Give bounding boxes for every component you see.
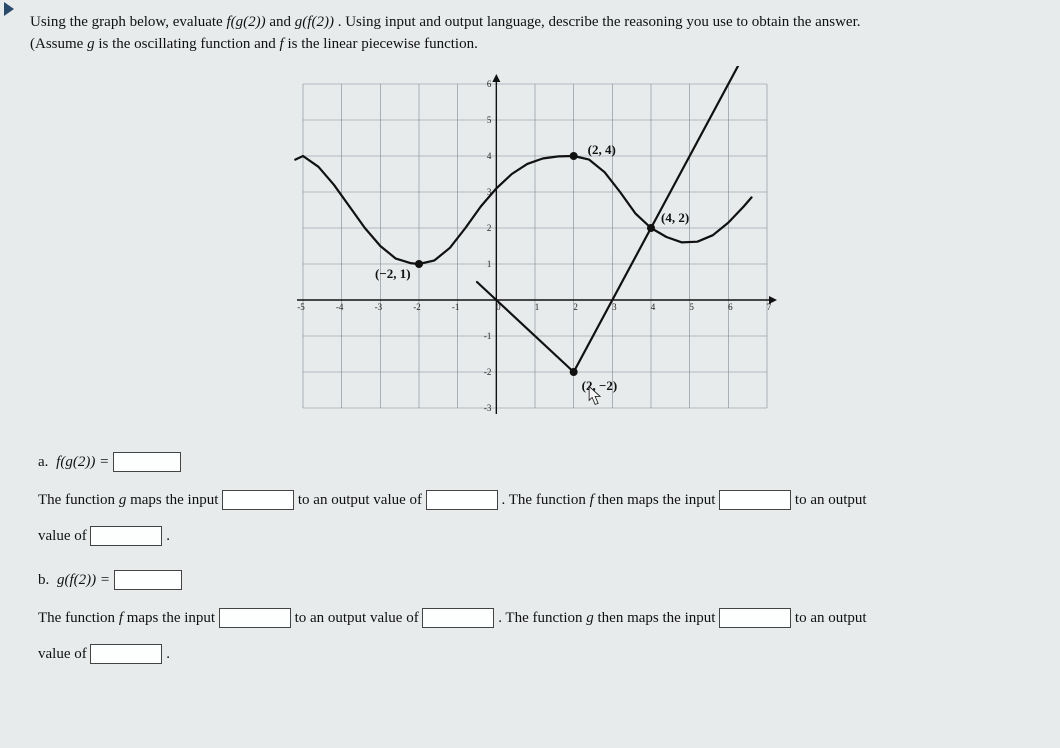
fn-f: f xyxy=(280,36,284,52)
fn-f: f xyxy=(590,492,594,508)
part-a-header: a. f(g(2)) = xyxy=(38,444,1042,480)
text: . The function xyxy=(498,610,586,626)
a-f-output[interactable] xyxy=(90,526,162,546)
text: The function xyxy=(38,610,119,626)
svg-text:2: 2 xyxy=(573,302,578,312)
text: to an output value of xyxy=(295,610,423,626)
prompt-text: is the linear piecewise function. xyxy=(287,36,477,52)
b-g-output[interactable] xyxy=(90,644,162,664)
answer-section: a. f(g(2)) = The function g maps the inp… xyxy=(38,444,1042,672)
part-b-label: b. xyxy=(38,572,49,588)
svg-text:-3: -3 xyxy=(484,403,492,413)
svg-text:1: 1 xyxy=(487,259,492,269)
text: to an output value of xyxy=(298,492,426,508)
a-g-output[interactable] xyxy=(426,490,498,510)
part-a-expr: f(g(2)) = xyxy=(56,454,109,470)
svg-text:(2, 4): (2, 4) xyxy=(588,142,616,157)
svg-text:-2: -2 xyxy=(413,302,421,312)
text: to an output xyxy=(795,492,867,508)
fn-g: g xyxy=(119,492,127,508)
svg-text:2: 2 xyxy=(487,223,492,233)
text: value of xyxy=(38,646,90,662)
function-graph: -5-4-3-2-101234567-3-2-1123456(−2, 1)(2,… xyxy=(285,66,785,426)
question-prompt: Using the graph below, evaluate f(g(2)) … xyxy=(30,12,1042,56)
svg-text:7: 7 xyxy=(767,302,772,312)
expr-fg2: f(g(2)) xyxy=(226,14,265,30)
fn-f: f xyxy=(119,610,123,626)
svg-text:-5: -5 xyxy=(297,302,305,312)
text: to an output xyxy=(795,610,867,626)
svg-text:(4, 2): (4, 2) xyxy=(661,210,689,225)
svg-text:4: 4 xyxy=(487,151,492,161)
b-f-output[interactable] xyxy=(422,608,494,628)
prompt-text: is the oscillating function and xyxy=(98,36,279,52)
fn-g: g xyxy=(87,36,95,52)
text: then maps the input xyxy=(598,492,720,508)
svg-text:-2: -2 xyxy=(484,367,492,377)
prompt-text: Using the graph below, evaluate xyxy=(30,14,226,30)
svg-text:4: 4 xyxy=(651,302,656,312)
svg-text:(−2, 1): (−2, 1) xyxy=(375,266,411,281)
svg-text:3: 3 xyxy=(612,302,617,312)
section-arrow-icon xyxy=(4,2,14,16)
text: The function xyxy=(38,492,119,508)
fn-g: g xyxy=(586,610,594,626)
svg-text:6: 6 xyxy=(728,302,733,312)
part-b-header: b. g(f(2)) = xyxy=(38,562,1042,598)
svg-text:(2, −2): (2, −2) xyxy=(582,378,618,393)
svg-text:1: 1 xyxy=(535,302,540,312)
b-f-input[interactable] xyxy=(219,608,291,628)
graph-container: -5-4-3-2-101234567-3-2-1123456(−2, 1)(2,… xyxy=(28,66,1042,426)
a-f-input[interactable] xyxy=(719,490,791,510)
svg-text:5: 5 xyxy=(689,302,694,312)
prompt-text: (Assume xyxy=(30,36,87,52)
part-b-expr: g(f(2)) = xyxy=(57,572,110,588)
expr-gf2: g(f(2)) xyxy=(295,14,334,30)
text: maps the input xyxy=(130,492,222,508)
prompt-text: and xyxy=(269,14,294,30)
svg-text:-4: -4 xyxy=(336,302,344,312)
svg-text:-3: -3 xyxy=(375,302,383,312)
text: value of xyxy=(38,528,90,544)
b-g-input[interactable] xyxy=(719,608,791,628)
text: . The function xyxy=(502,492,590,508)
answer-b-input[interactable] xyxy=(114,570,182,590)
svg-text:5: 5 xyxy=(487,115,492,125)
svg-text:-1: -1 xyxy=(452,302,460,312)
text: maps the input xyxy=(127,610,219,626)
svg-text:-1: -1 xyxy=(484,331,492,341)
answer-a-input[interactable] xyxy=(113,452,181,472)
part-b-sentence: The function f maps the input to an outp… xyxy=(38,600,1042,672)
svg-text:6: 6 xyxy=(487,79,492,89)
part-a-label: a. xyxy=(38,454,48,470)
page: Using the graph below, evaluate f(g(2)) … xyxy=(0,0,1060,748)
prompt-text: . Using input and output language, descr… xyxy=(338,14,861,30)
a-g-input[interactable] xyxy=(222,490,294,510)
part-a-sentence: The function g maps the input to an outp… xyxy=(38,482,1042,554)
text: then maps the input xyxy=(598,610,720,626)
